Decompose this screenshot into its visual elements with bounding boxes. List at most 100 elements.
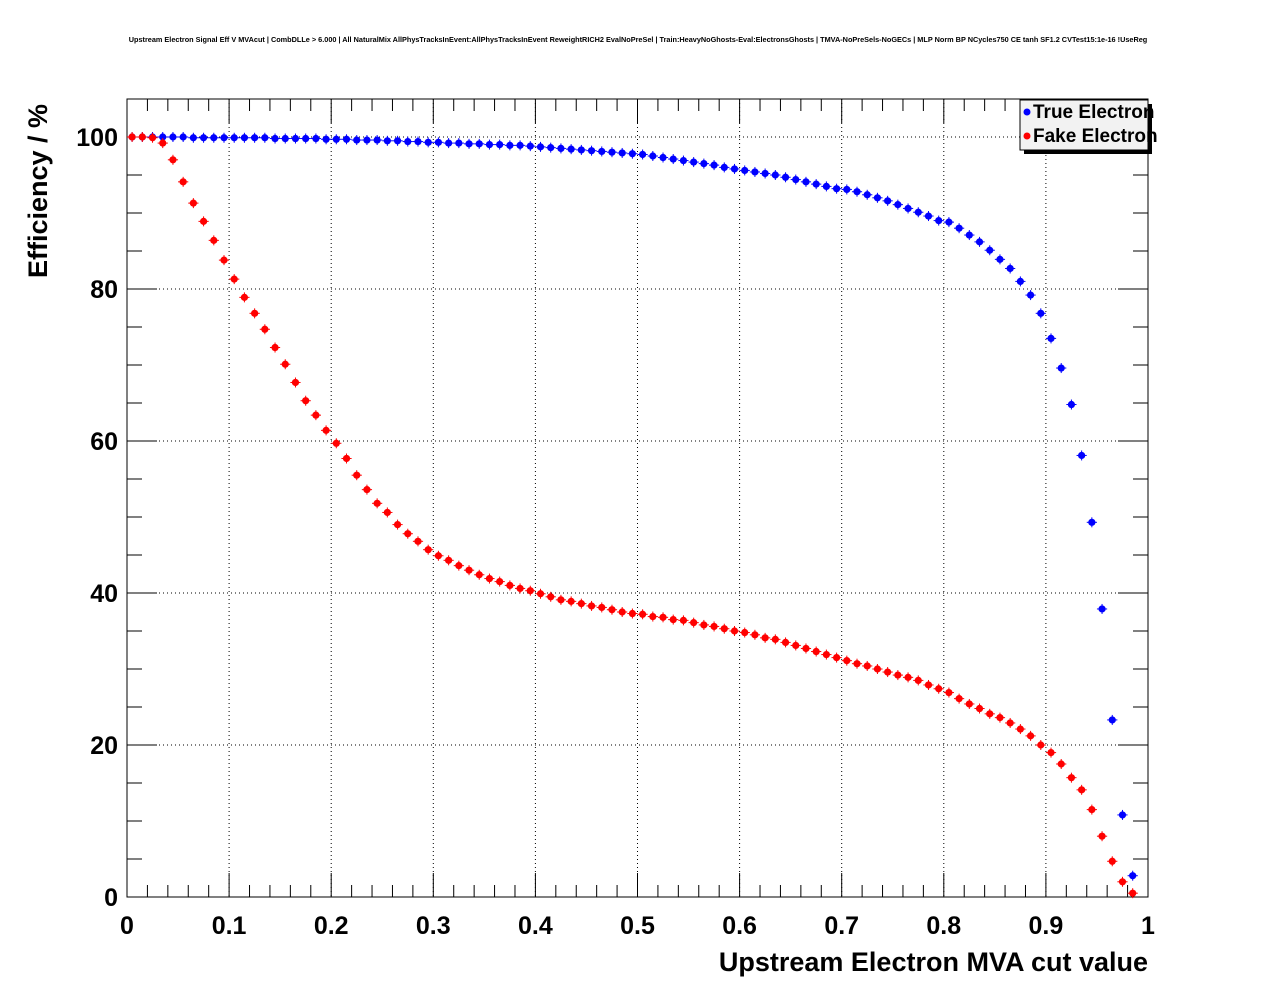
data-point bbox=[220, 134, 228, 142]
data-point bbox=[781, 173, 790, 181]
data-point bbox=[761, 169, 769, 178]
data-point bbox=[506, 141, 514, 149]
data-point bbox=[281, 134, 289, 143]
data-point bbox=[935, 685, 943, 693]
data-point bbox=[475, 140, 483, 148]
data-point bbox=[434, 138, 443, 146]
data-point bbox=[863, 662, 871, 670]
data-point bbox=[1037, 309, 1045, 317]
data-point bbox=[302, 134, 310, 143]
x-tick-label: 0.9 bbox=[1029, 912, 1064, 940]
data-point bbox=[363, 136, 371, 144]
data-point bbox=[547, 144, 555, 152]
data-point bbox=[751, 168, 759, 176]
data-point bbox=[649, 612, 657, 621]
legend-marker-fake-electron bbox=[1023, 132, 1031, 140]
legend-box bbox=[1019, 99, 1149, 151]
data-point bbox=[567, 145, 575, 153]
x-tick-label: 0.8 bbox=[926, 912, 961, 940]
data-point bbox=[1026, 291, 1035, 299]
data-point bbox=[1098, 605, 1106, 613]
data-point bbox=[1057, 760, 1065, 768]
data-point bbox=[210, 236, 218, 244]
data-point bbox=[1026, 732, 1035, 740]
data-point bbox=[1129, 872, 1137, 880]
data-point bbox=[312, 411, 320, 419]
data-point bbox=[567, 597, 575, 605]
data-point bbox=[945, 218, 953, 226]
data-point bbox=[761, 634, 769, 642]
data-point bbox=[730, 165, 739, 173]
data-point bbox=[128, 133, 136, 141]
data-point bbox=[138, 133, 146, 141]
data-point bbox=[465, 566, 473, 574]
x-tick-label: 1 bbox=[1141, 912, 1155, 940]
y-tick-label: 0 bbox=[104, 884, 118, 912]
data-point bbox=[179, 178, 187, 186]
data-point bbox=[873, 665, 882, 673]
data-point bbox=[312, 134, 320, 143]
data-point bbox=[169, 156, 177, 164]
data-point bbox=[935, 217, 943, 225]
data-point bbox=[608, 148, 616, 156]
data-point bbox=[700, 621, 708, 629]
data-point bbox=[322, 135, 330, 143]
data-point bbox=[516, 584, 524, 593]
x-tick-label: 0.7 bbox=[824, 912, 859, 940]
data-point bbox=[465, 140, 473, 148]
y-tick-label: 80 bbox=[90, 276, 118, 304]
x-tick-labels: 0 0.1 0.2 0.3 0.4 0.5 0.6 0.7 0.8 0.9 1 bbox=[120, 912, 1155, 940]
data-point bbox=[373, 499, 381, 507]
data-point bbox=[955, 695, 963, 703]
data-point bbox=[1057, 364, 1065, 372]
data-point bbox=[1078, 451, 1086, 460]
data-point bbox=[332, 135, 340, 143]
data-point bbox=[404, 137, 412, 146]
legend-marker-true-electron bbox=[1023, 108, 1031, 116]
data-point bbox=[1047, 749, 1055, 757]
chart-title: Upstream Electron Signal Eff V MVAcut | … bbox=[129, 35, 1148, 44]
y-tick-label: 100 bbox=[76, 124, 118, 152]
data-point bbox=[618, 149, 626, 157]
data-point bbox=[251, 134, 259, 142]
data-point bbox=[1006, 264, 1014, 273]
data-point bbox=[148, 134, 157, 142]
x-tick-label: 0.3 bbox=[416, 912, 451, 940]
data-point bbox=[1037, 741, 1045, 749]
data-point bbox=[924, 212, 933, 220]
data-point bbox=[445, 139, 453, 147]
data-point bbox=[1129, 889, 1137, 897]
data-point bbox=[822, 650, 830, 659]
data-point bbox=[741, 166, 749, 175]
data-point bbox=[169, 133, 177, 141]
data-point bbox=[404, 530, 412, 538]
data-point bbox=[1108, 857, 1116, 865]
data-point bbox=[914, 208, 922, 216]
y-tick-label: 40 bbox=[90, 580, 118, 608]
data-point bbox=[832, 185, 841, 193]
legend-label-true-electron: True Electron bbox=[1033, 102, 1154, 123]
data-point bbox=[1016, 725, 1024, 733]
data-point bbox=[1067, 774, 1076, 782]
data-point bbox=[210, 134, 218, 142]
data-point bbox=[843, 657, 851, 665]
y-tick-label: 60 bbox=[90, 428, 118, 456]
data-point bbox=[291, 378, 300, 387]
data-point bbox=[843, 185, 851, 194]
data-point bbox=[863, 191, 871, 199]
data-point bbox=[598, 603, 606, 612]
data-point bbox=[659, 613, 667, 621]
data-point bbox=[526, 142, 534, 150]
data-point bbox=[639, 150, 647, 159]
data-point bbox=[1108, 716, 1116, 724]
data-point bbox=[414, 137, 422, 146]
data-point bbox=[271, 343, 279, 352]
data-point bbox=[536, 143, 545, 151]
data-point bbox=[802, 178, 810, 186]
data-point bbox=[1088, 806, 1096, 814]
data-point bbox=[383, 508, 391, 517]
data-point bbox=[557, 144, 565, 152]
data-point bbox=[710, 622, 718, 631]
